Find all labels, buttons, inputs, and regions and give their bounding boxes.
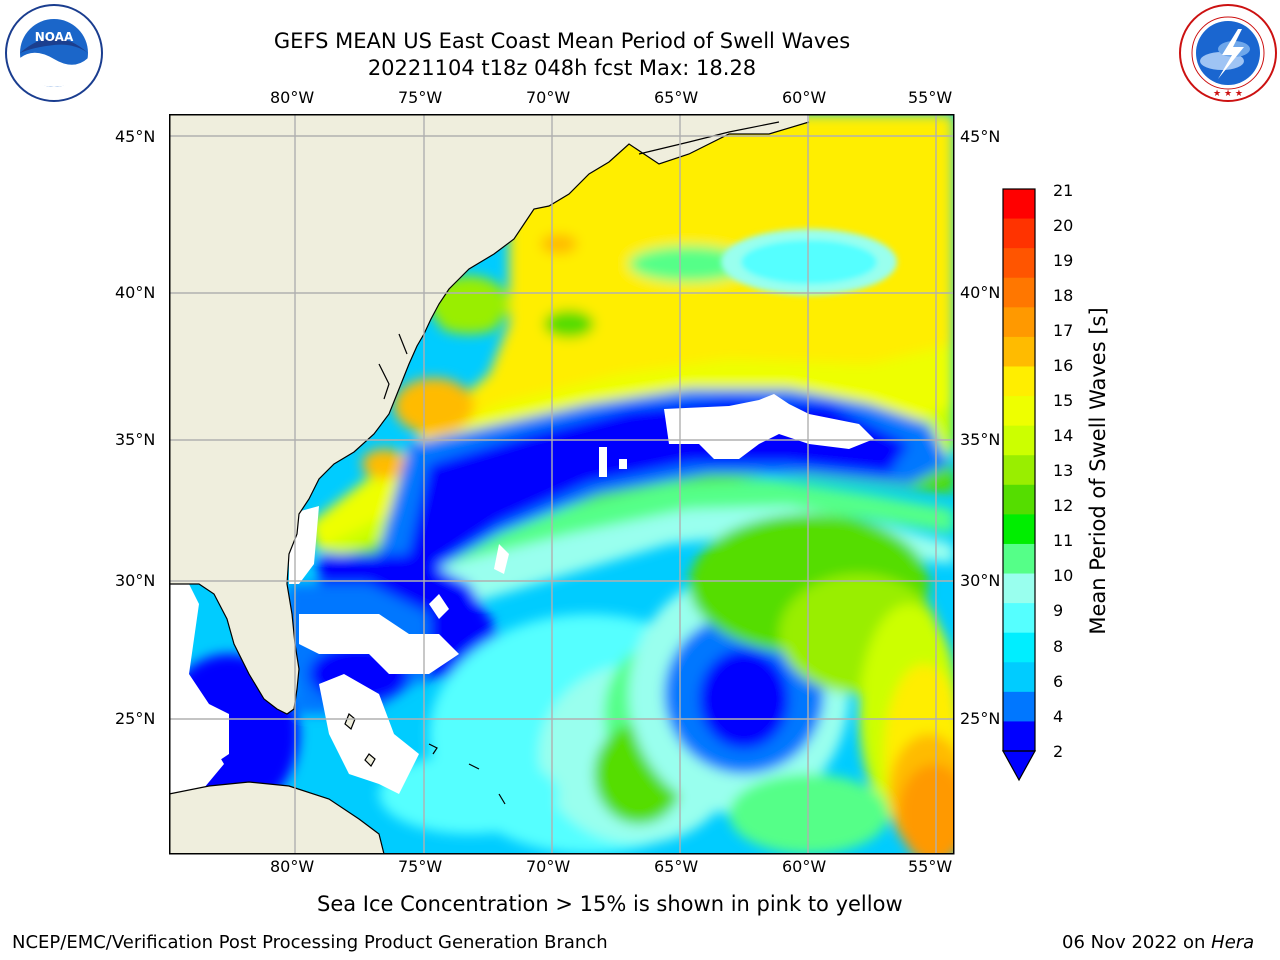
lon-label-top: 55°W [908,88,953,107]
lon-label-bottom: 60°W [782,857,827,876]
colorbar-tick-label: 15 [1053,391,1074,410]
colorbar-tick-label: 11 [1053,531,1074,550]
colorbar-tick-label: 10 [1053,566,1074,585]
map-title-line2: 20221104 t18z 048h fcst Max: 18.28 [367,56,757,80]
footer-date: 06 Nov 2022 on Hera [1062,933,1254,953]
lon-label-bottom: 80°W [270,857,315,876]
colorbar-segment [1003,455,1035,486]
lon-label-bottom: 55°W [908,857,953,876]
colorbar-tick-label: 16 [1053,356,1074,375]
lat-label-right: 30°N [960,571,1001,590]
colorbar-tick-label: 18 [1053,286,1074,305]
noaa-logo: NOAA [4,3,104,103]
nws-logo: ★ ★ ★ [1178,3,1278,103]
colorbar-tick-label: 4 [1053,707,1064,726]
svg-text:★ ★ ★: ★ ★ ★ [1213,89,1243,99]
colorbar-tick-label: 13 [1053,461,1074,480]
colorbar-tick-label: 21 [1053,181,1074,200]
colorbar-segment [1003,366,1035,397]
colorbar-segment [1003,514,1035,545]
colorbar-tick-label: 12 [1053,496,1074,515]
colorbar-segment [1003,632,1035,663]
sea-ice-note: Sea Ice Concentration > 15% is shown in … [317,892,903,916]
colorbar-segment [1003,691,1035,722]
lat-label-right: 35°N [960,430,1001,449]
colorbar-segment [1003,218,1035,249]
swell-period-map [169,114,955,855]
colorbar-segment [1003,543,1035,575]
colorbar-segment [1003,484,1035,515]
lat-label-left: 35°N [115,430,156,449]
colorbar-segment [1003,277,1035,308]
colorbar-tick-label: 17 [1053,321,1074,340]
colorbar-tick-label: 14 [1053,426,1074,445]
lat-label-right: 45°N [960,127,1001,146]
colorbar-label-text: Mean Period of Swell Waves [s] [1086,307,1110,635]
colorbar-tick-label: 8 [1053,637,1064,656]
noaa-logo-text: NOAA [35,30,74,44]
lat-label-left: 25°N [115,709,156,728]
lon-label-top: 65°W [654,88,699,107]
lon-label-bottom: 65°W [654,857,699,876]
colorbar-segment [1003,248,1035,279]
colorbar-tick-label: 20 [1053,216,1074,235]
lon-label-top: 75°W [398,88,443,107]
lat-label-left: 30°N [115,571,156,590]
colorbar-segment [1003,662,1035,693]
lon-label-bottom: 70°W [526,857,571,876]
colorbar-tick-label: 6 [1053,672,1064,691]
lat-label-left: 40°N [115,283,156,302]
lat-label-right: 40°N [960,283,1001,302]
colorbar-segments [1003,189,1035,752]
colorbar-extend-arrow [1001,750,1037,782]
lon-label-bottom: 75°W [398,857,443,876]
colorbar-segment [1003,573,1035,604]
lon-label-top: 60°W [782,88,827,107]
lat-label-right: 25°N [960,709,1001,728]
colorbar-tick-label: 9 [1053,601,1064,620]
colorbar-segment [1003,396,1035,427]
colorbar-tick-label: 19 [1053,251,1074,270]
colorbar-segment [1003,307,1035,338]
colorbar-segment [1003,189,1035,220]
colorbar-segment [1003,336,1035,367]
footer-date-text: 06 Nov 2022 on [1062,932,1206,953]
lat-label-left: 45°N [115,127,156,146]
colorbar-segment [1003,425,1035,456]
colorbar-segment [1003,603,1035,634]
colorbar-tick-label: 2 [1053,742,1064,761]
footer-host: Hera [1211,932,1255,953]
colorbar [1001,188,1037,782]
colorbar-segment [1003,721,1035,752]
colorbar-label: Mean Period of Swell Waves [s] [1084,290,1112,652]
lon-label-top: 80°W [270,88,315,107]
footer-credit: NCEP/EMC/Verification Post Processing Pr… [12,932,608,953]
map-title-line1: GEFS MEAN US East Coast Mean Period of S… [273,29,851,53]
lon-label-top: 70°W [526,88,571,107]
